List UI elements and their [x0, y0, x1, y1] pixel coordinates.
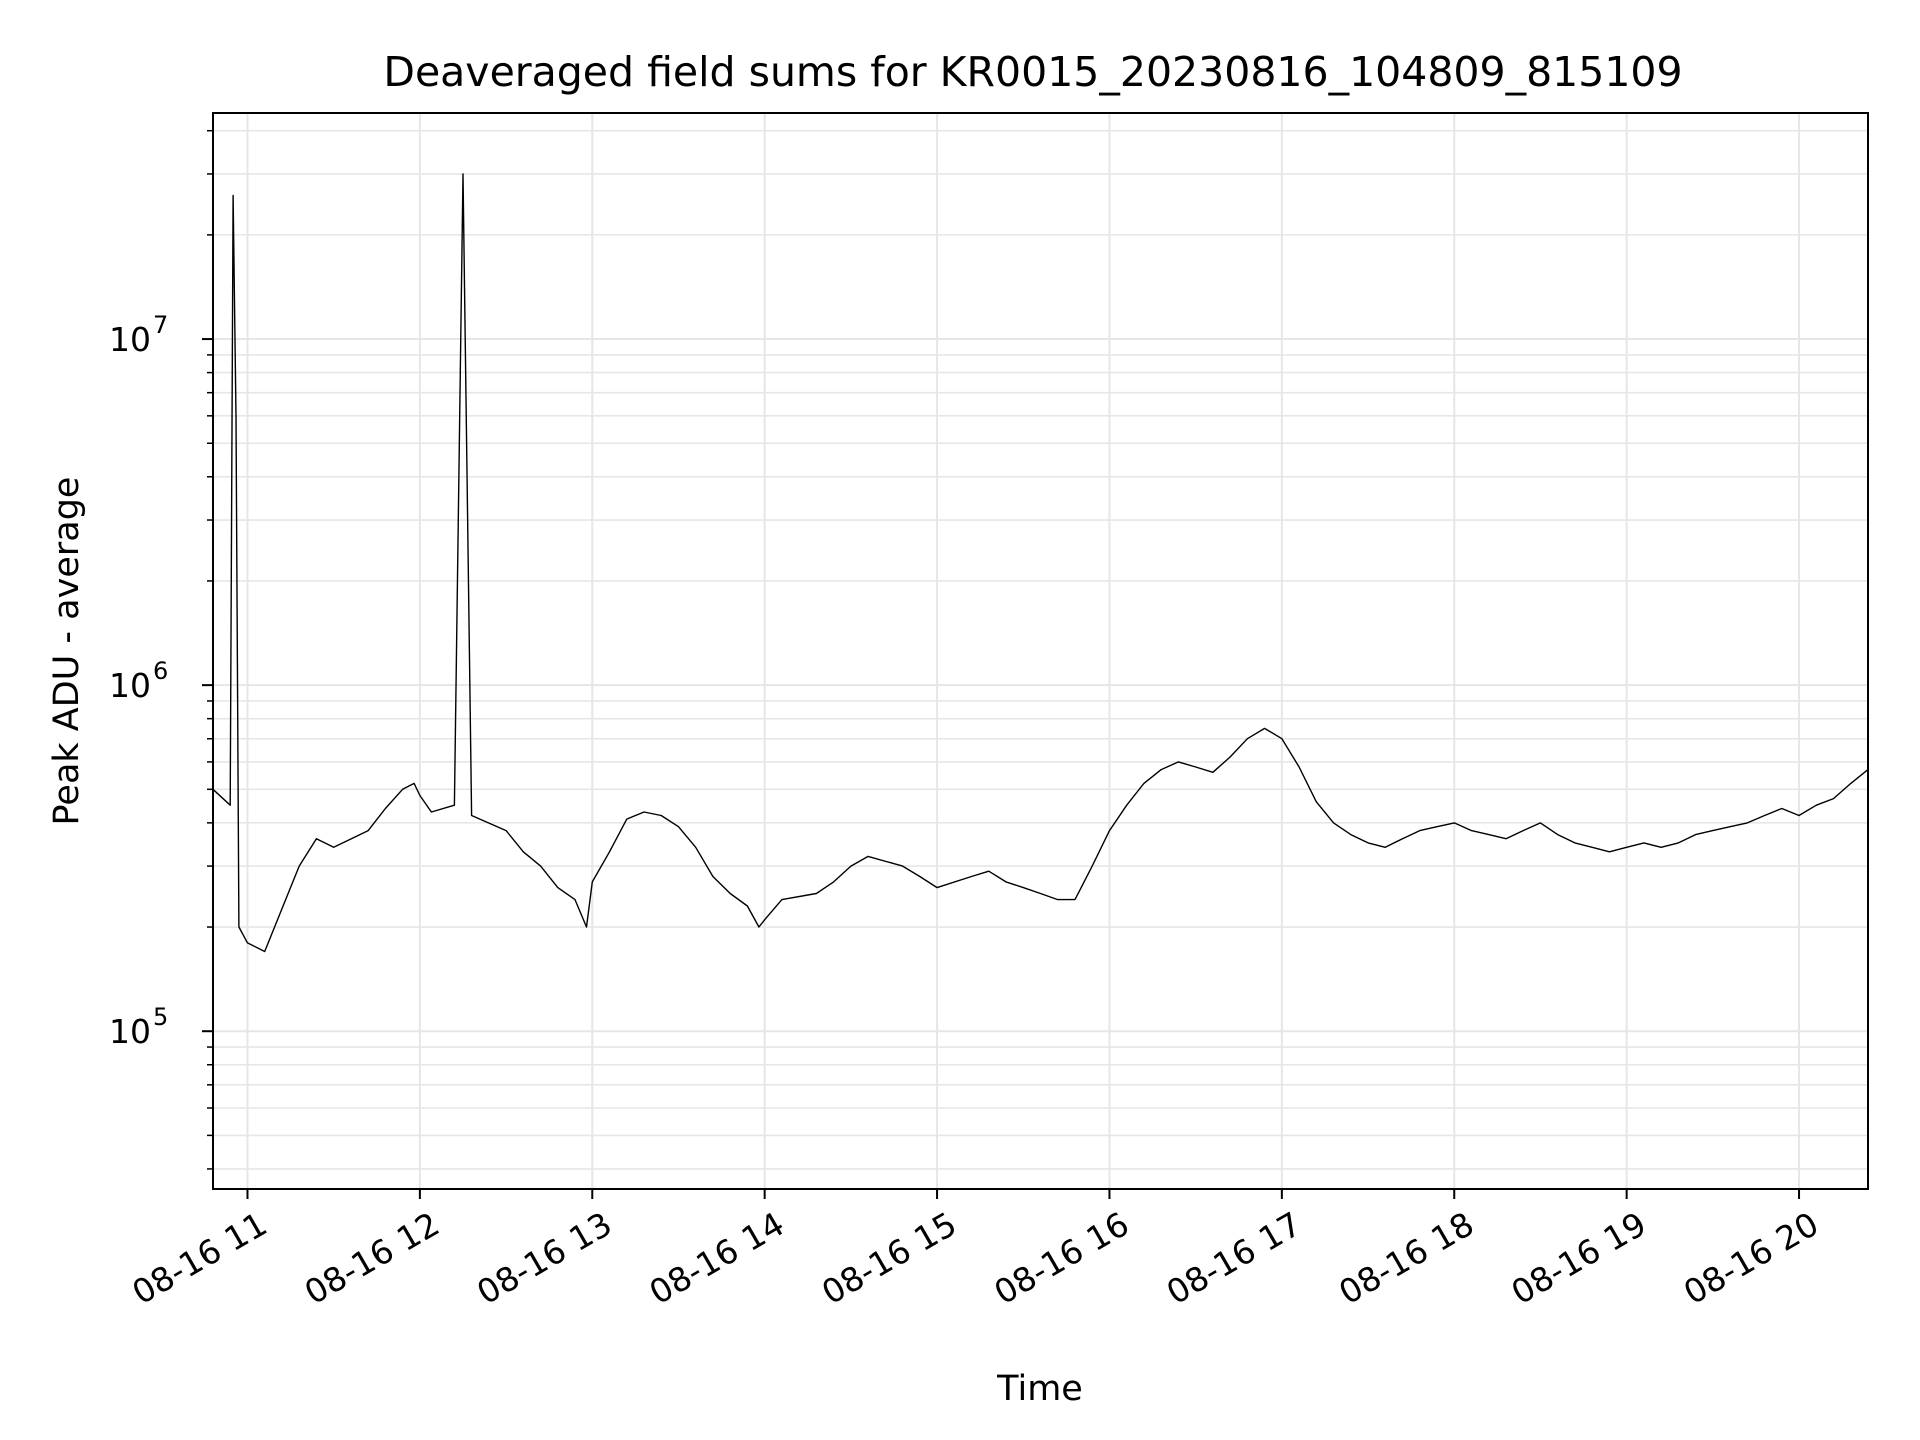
y-tick-label: 10	[109, 320, 151, 359]
x-tick-label: 08-16 15	[815, 1204, 963, 1312]
x-tick-label: 08-16 19	[1505, 1204, 1653, 1312]
x-tick-label: 08-16 12	[298, 1204, 446, 1312]
x-tick-label: 08-16 18	[1332, 1204, 1480, 1312]
plot-frame	[212, 112, 1869, 1190]
x-tick-label: 08-16 13	[470, 1204, 618, 1312]
y-tick-exponent: 6	[153, 657, 168, 685]
x-axis-label: Time	[996, 1369, 1083, 1409]
series-line	[212, 173, 1869, 953]
chart-title: Deaveraged field sums for KR0015_2023081…	[383, 48, 1682, 96]
y-tick-exponent: 7	[153, 311, 168, 339]
x-tick-label: 08-16 16	[987, 1204, 1135, 1312]
grid	[213, 113, 1868, 1189]
x-tick-label: 08-16 20	[1677, 1204, 1825, 1312]
y-tick-label: 10	[109, 666, 151, 705]
x-tick-label: 08-16 17	[1160, 1204, 1308, 1312]
plot-area	[212, 173, 1869, 953]
x-tick-label: 08-16 14	[643, 1204, 791, 1312]
x-axis: 08-16 11 08-16 12 08-16 13 08-16 14 08-16 15…	[125, 1189, 1825, 1312]
x-tick-label: 08-16 11	[125, 1204, 273, 1312]
y-axis-label: Peak ADU - average	[47, 477, 87, 826]
y-tick-exponent: 5	[153, 1003, 168, 1031]
y-tick-label: 10	[109, 1012, 151, 1051]
